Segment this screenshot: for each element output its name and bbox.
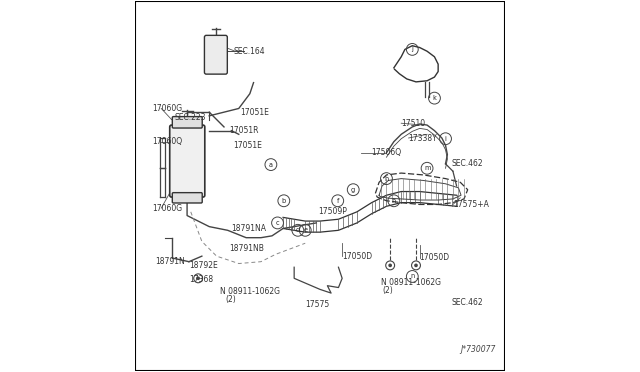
FancyBboxPatch shape bbox=[172, 116, 202, 128]
Text: N 08911-1062G: N 08911-1062G bbox=[220, 288, 280, 296]
Text: 17368: 17368 bbox=[189, 275, 213, 283]
Text: d: d bbox=[296, 227, 300, 233]
Text: 17510: 17510 bbox=[401, 119, 426, 128]
Text: 17060G: 17060G bbox=[152, 104, 182, 113]
Text: N 08911-1062G: N 08911-1062G bbox=[381, 278, 441, 287]
Text: 17051E: 17051E bbox=[241, 108, 269, 117]
Text: 17050D: 17050D bbox=[420, 253, 450, 263]
Text: i: i bbox=[445, 136, 447, 142]
Text: e: e bbox=[303, 227, 307, 233]
Text: m: m bbox=[424, 165, 430, 171]
Text: 17575: 17575 bbox=[305, 300, 330, 310]
Text: b: b bbox=[282, 198, 286, 204]
Text: j: j bbox=[412, 46, 413, 52]
Text: (2): (2) bbox=[226, 295, 237, 304]
FancyBboxPatch shape bbox=[170, 125, 205, 197]
Text: g: g bbox=[351, 187, 355, 193]
Text: 18791NB: 18791NB bbox=[230, 244, 264, 253]
FancyBboxPatch shape bbox=[172, 193, 202, 203]
Text: 17060Q: 17060Q bbox=[152, 137, 182, 146]
Text: SEC.223: SEC.223 bbox=[174, 113, 205, 122]
Text: h: h bbox=[385, 176, 388, 182]
Text: 17051E: 17051E bbox=[233, 141, 262, 150]
Text: n: n bbox=[410, 273, 414, 279]
Text: 17051R: 17051R bbox=[230, 126, 259, 135]
Text: c: c bbox=[276, 220, 279, 226]
Circle shape bbox=[414, 263, 418, 267]
Circle shape bbox=[388, 263, 392, 267]
Text: (2): (2) bbox=[382, 286, 393, 295]
Text: 17338Y: 17338Y bbox=[408, 134, 437, 142]
Text: 17509P: 17509P bbox=[318, 207, 347, 217]
Text: J*730077: J*730077 bbox=[460, 345, 495, 354]
Text: SEC.462: SEC.462 bbox=[451, 298, 483, 307]
Text: 17060G: 17060G bbox=[152, 203, 182, 213]
Text: 18792E: 18792E bbox=[189, 261, 218, 270]
Text: a: a bbox=[269, 161, 273, 167]
Text: 17506Q: 17506Q bbox=[372, 148, 402, 157]
FancyBboxPatch shape bbox=[204, 35, 227, 74]
Text: 17575+A: 17575+A bbox=[453, 200, 489, 209]
Text: f: f bbox=[337, 198, 339, 204]
Text: 17050D: 17050D bbox=[342, 251, 372, 261]
Text: h: h bbox=[392, 198, 396, 204]
Text: k: k bbox=[433, 95, 436, 101]
Circle shape bbox=[196, 276, 200, 280]
Text: 18791NA: 18791NA bbox=[232, 224, 266, 233]
Text: SEC.462: SEC.462 bbox=[451, 159, 483, 169]
Text: SEC.164: SEC.164 bbox=[233, 47, 265, 56]
Text: 18791N: 18791N bbox=[156, 257, 186, 266]
